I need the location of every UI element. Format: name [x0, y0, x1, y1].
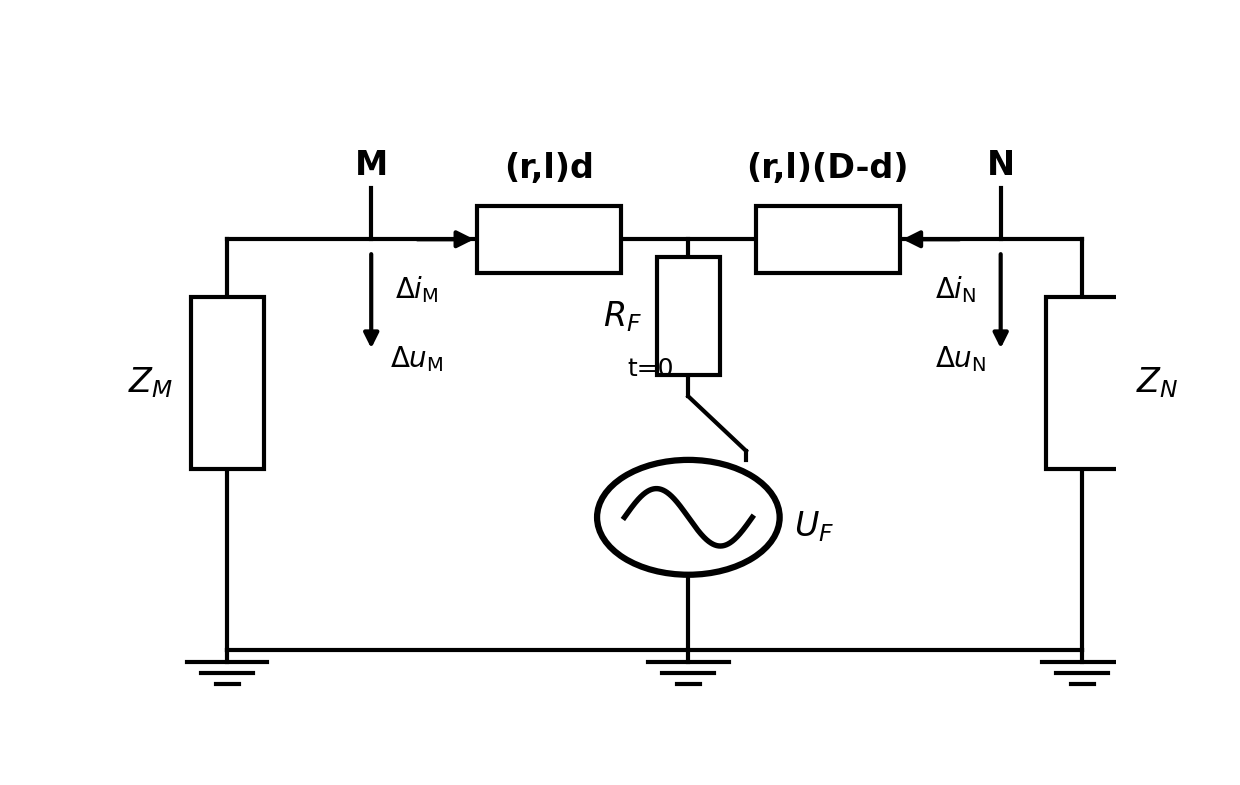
- Text: $\Delta u_\mathrm{N}$: $\Delta u_\mathrm{N}$: [935, 344, 986, 374]
- Text: $\Delta u_\mathrm{M}$: $\Delta u_\mathrm{M}$: [391, 344, 444, 374]
- Text: N: N: [987, 149, 1014, 182]
- Text: M: M: [355, 149, 388, 182]
- Bar: [191, 297, 264, 469]
- Text: (r,l)(D-d): (r,l)(D-d): [746, 152, 909, 185]
- Text: (r,l)d: (r,l)d: [505, 152, 594, 185]
- Text: t=0: t=0: [627, 357, 675, 382]
- Bar: [477, 206, 621, 272]
- Bar: [657, 257, 720, 375]
- Text: $\Delta i_\mathrm{N}$: $\Delta i_\mathrm{N}$: [935, 274, 977, 305]
- Text: $U_F$: $U_F$: [794, 509, 835, 544]
- Circle shape: [598, 460, 780, 575]
- Text: $Z_N$: $Z_N$: [1136, 366, 1179, 400]
- Text: $Z_M$: $Z_M$: [128, 366, 174, 400]
- Bar: [1045, 297, 1118, 469]
- Text: $R_F$: $R_F$: [604, 299, 642, 334]
- Bar: [755, 206, 900, 272]
- Text: $\Delta i_\mathrm{M}$: $\Delta i_\mathrm{M}$: [396, 274, 439, 305]
